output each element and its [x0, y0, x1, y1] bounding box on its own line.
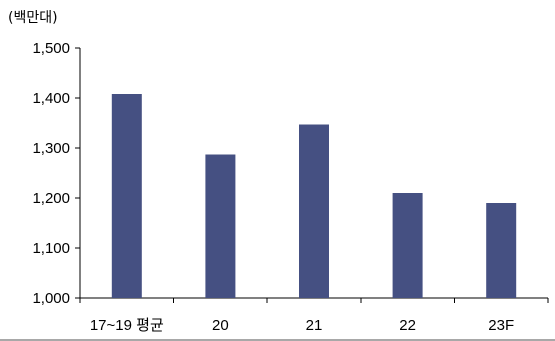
bar — [111, 94, 142, 298]
x-tick-label: 23F — [488, 317, 514, 334]
x-tick-label: 20 — [212, 317, 229, 334]
x-tick-label: 17~19 평균 — [90, 317, 164, 334]
y-tick-label: 1,300 — [32, 140, 70, 157]
bar — [392, 193, 423, 298]
bar — [486, 203, 517, 298]
bars — [111, 94, 517, 298]
bar — [299, 124, 329, 298]
y-tick-label: 1,100 — [32, 240, 70, 257]
y-tick-label: 1,400 — [32, 90, 70, 107]
y-axis-ticks: 1,000 1,100 1,200 1,300 1,400 1,500 — [32, 40, 80, 307]
y-tick-label: 1,200 — [32, 190, 70, 207]
y-tick-label: 1,500 — [32, 40, 70, 57]
y-axis-unit-label: (백만대) — [8, 10, 58, 26]
bottom-divider — [0, 339, 555, 341]
x-tick-label: 22 — [399, 317, 416, 334]
bar — [205, 154, 236, 298]
y-tick-label: 1,000 — [32, 290, 70, 307]
x-axis-labels: 17~19 평균 20 21 22 23F — [90, 317, 514, 334]
x-tick-label: 21 — [306, 317, 323, 334]
